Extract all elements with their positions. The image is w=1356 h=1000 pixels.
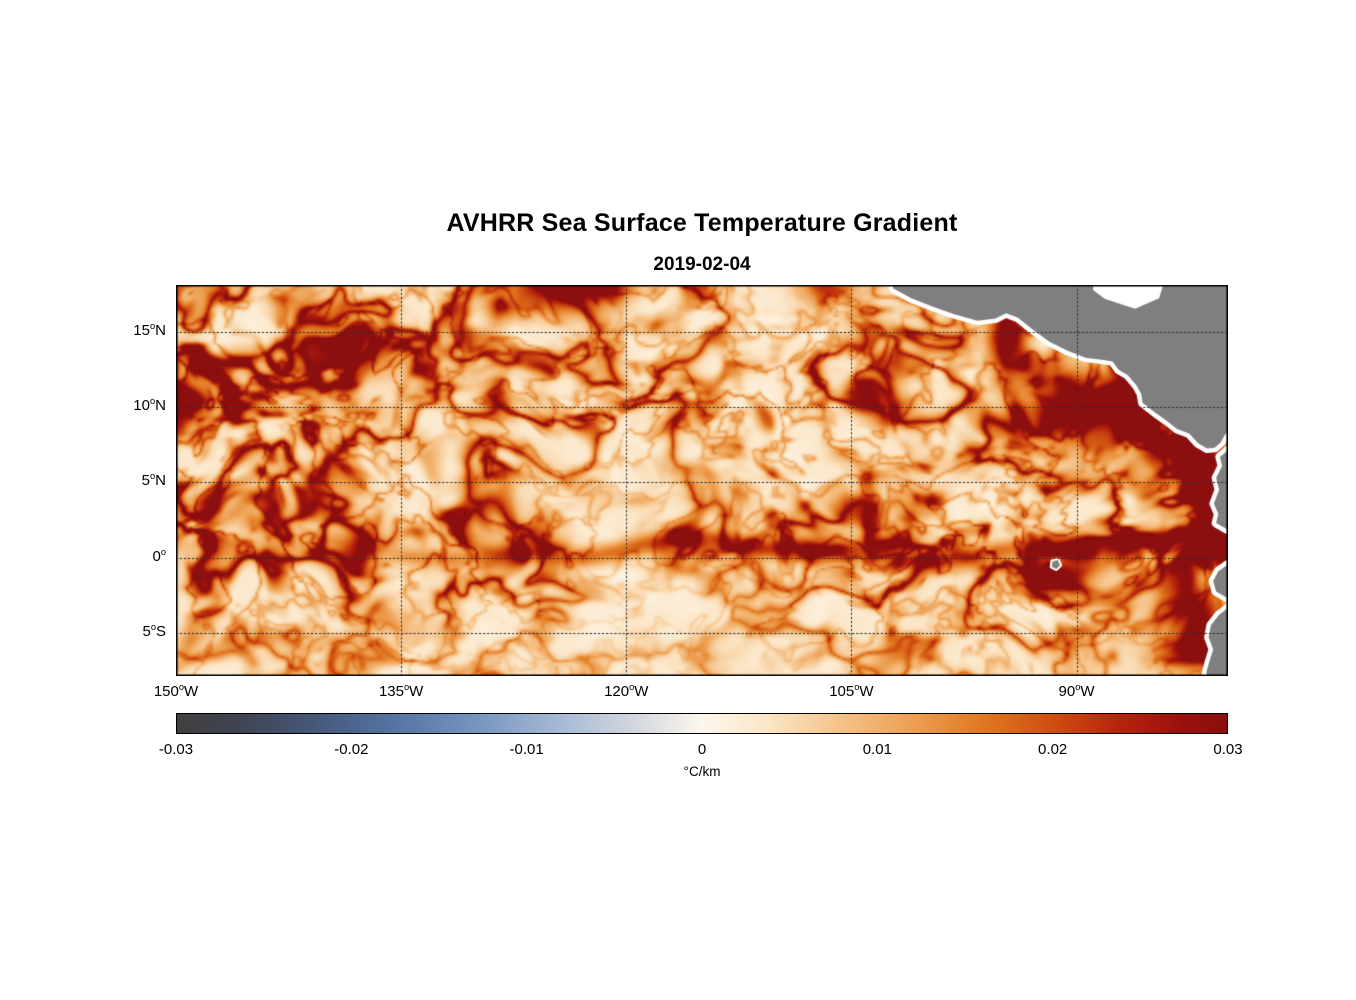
chart-date-subtitle: 2019-02-04 xyxy=(653,254,751,275)
y-axis-tick-label: 5oN xyxy=(141,471,166,490)
x-axis-tick-label: 150oW xyxy=(153,682,199,700)
degree-glyph: o xyxy=(149,321,156,332)
colorbar-tick-label: -0.01 xyxy=(509,741,544,758)
degree-glyph: o xyxy=(150,621,156,632)
x-axis-tick-label: 90oW xyxy=(1058,682,1095,700)
colorbar-tick-label: 0.02 xyxy=(1038,741,1068,758)
colorbar xyxy=(176,713,1228,734)
degree-glyph: o xyxy=(149,396,156,407)
x-axis-tick-label: 105oW xyxy=(829,682,874,700)
degree-glyph: o xyxy=(149,471,156,482)
degree-glyph: o xyxy=(629,682,635,692)
degree-glyph: o xyxy=(160,546,166,557)
degree-glyph: o xyxy=(178,682,185,692)
colorbar-tick-label: -0.03 xyxy=(158,741,194,758)
y-axis-tick-label: 0o xyxy=(152,546,166,565)
colorbar-tick-label: 0.03 xyxy=(1213,741,1243,758)
y-axis-tick-label: 5oS xyxy=(142,621,166,640)
colorbar-tick-label: 0 xyxy=(697,741,707,758)
x-axis-tick-label: 135oW xyxy=(378,682,424,700)
colorbar-unit-label: °C/km xyxy=(683,764,721,779)
degree-glyph: o xyxy=(1075,682,1081,692)
colorbar-tick-label: -0.02 xyxy=(334,741,369,758)
y-axis-tick-label: 10oN xyxy=(133,396,166,415)
degree-glyph: o xyxy=(854,682,860,692)
sst-gradient-map-canvas xyxy=(176,285,1228,676)
chart-title: AVHRR Sea Surface Temperature Gradient xyxy=(446,209,958,237)
colorbar-tick-label: 0.01 xyxy=(862,741,892,758)
degree-glyph: o xyxy=(403,682,410,692)
x-axis-tick-label: 120oW xyxy=(604,682,649,700)
y-axis-tick-label: 15oN xyxy=(133,321,166,340)
